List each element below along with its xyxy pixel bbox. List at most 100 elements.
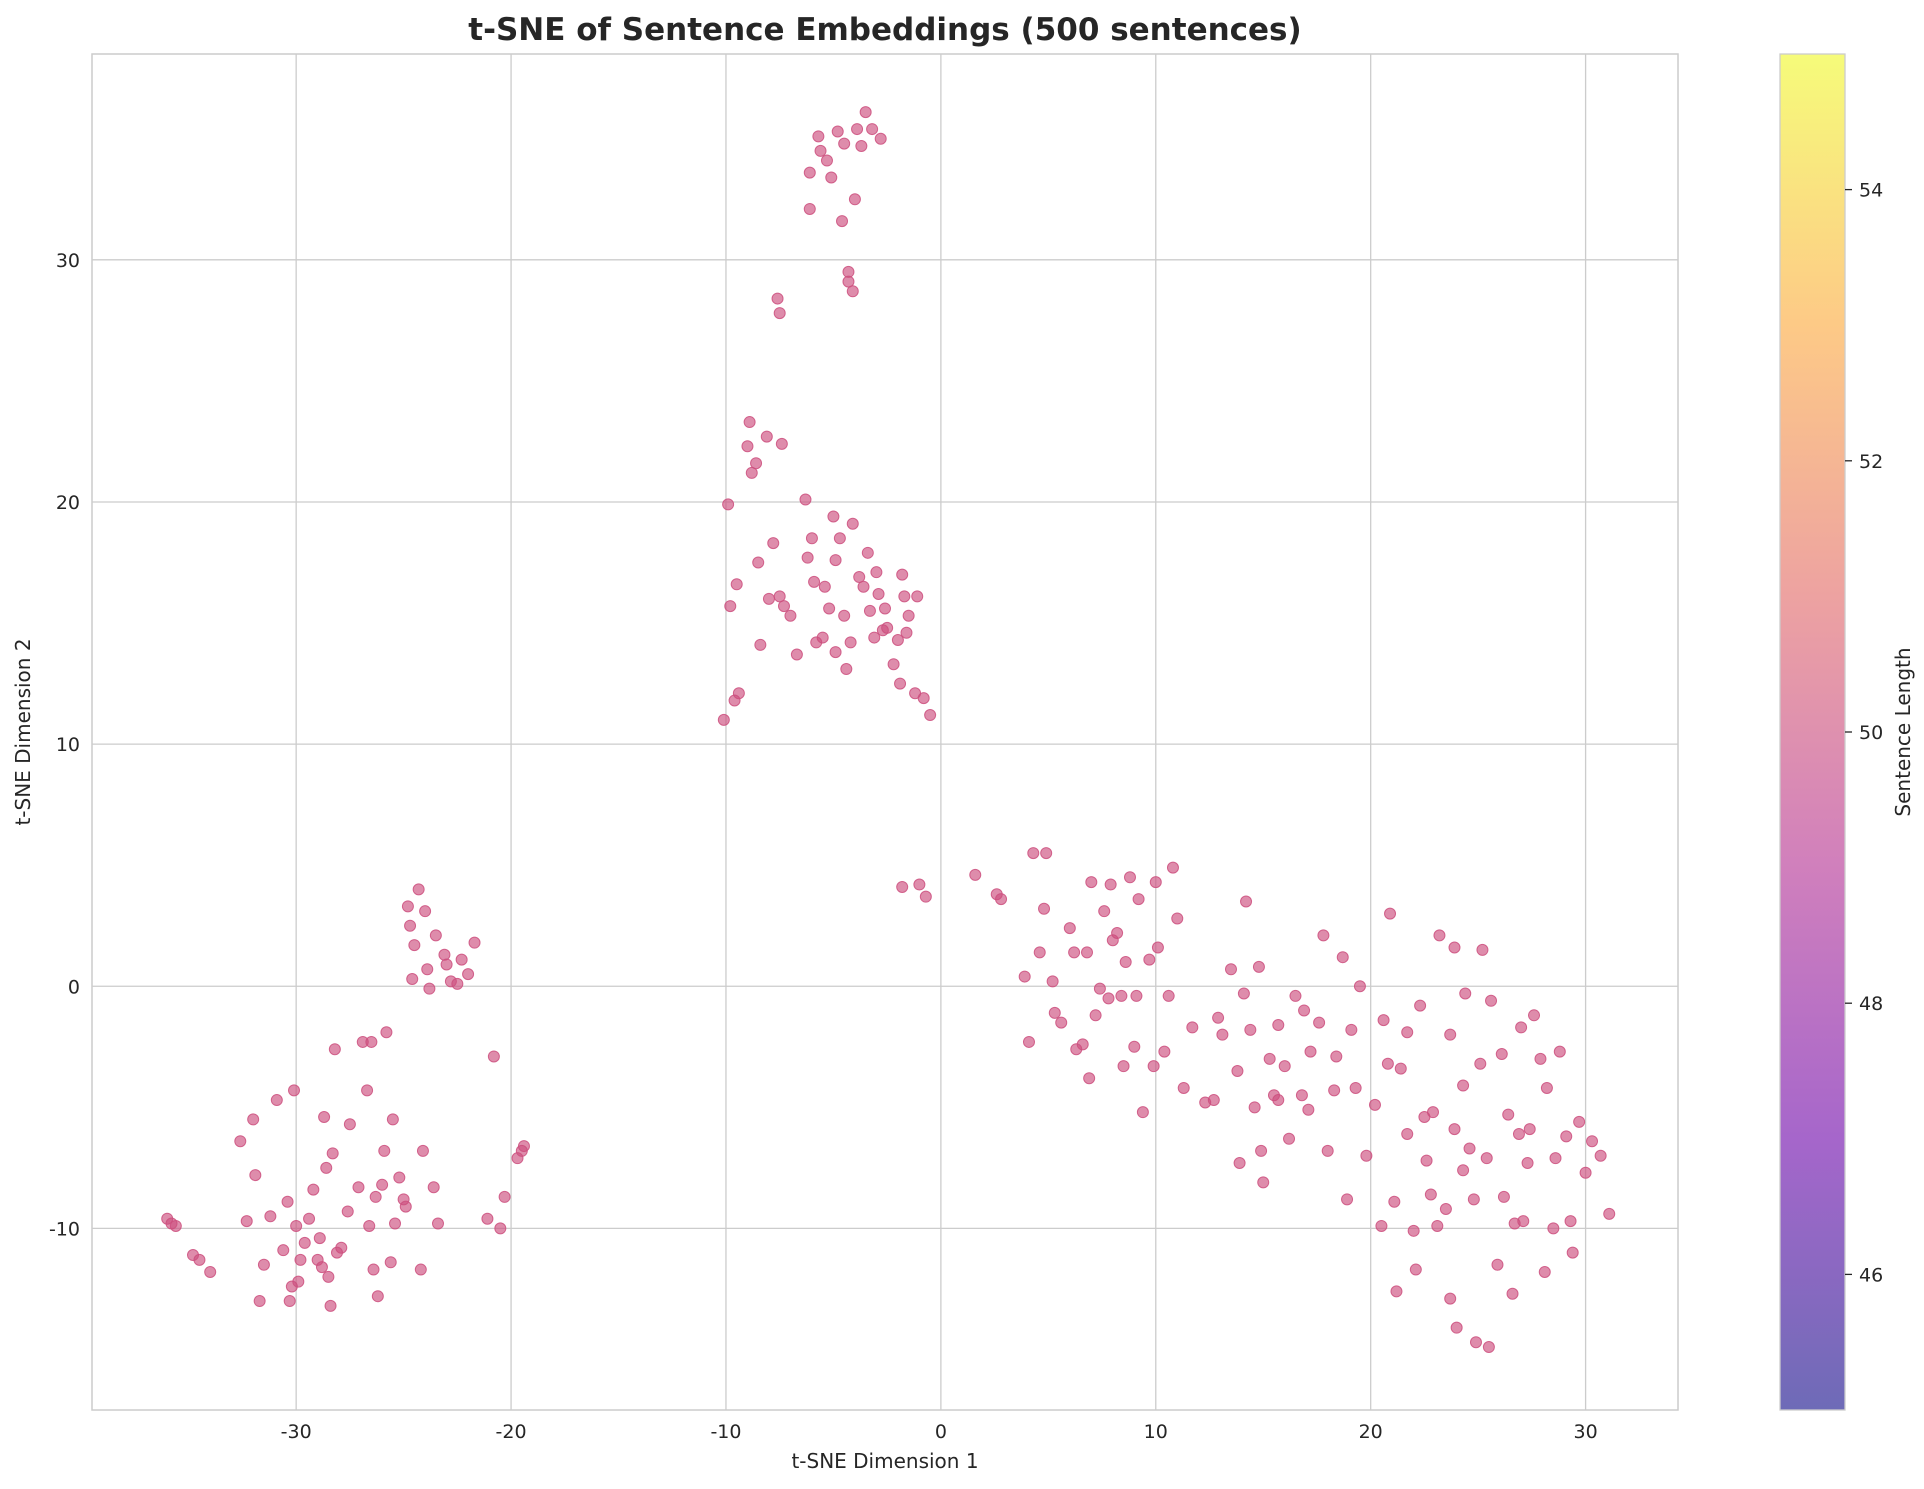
data-point xyxy=(389,1217,402,1230)
data-point xyxy=(451,977,464,990)
data-point xyxy=(1027,847,1040,860)
data-point xyxy=(902,609,915,622)
colorbar-gradient xyxy=(1780,54,1845,1410)
grid xyxy=(92,54,1678,1410)
data-point xyxy=(1257,1176,1270,1189)
data-point xyxy=(517,1140,530,1153)
data-point xyxy=(1040,847,1053,860)
data-point xyxy=(814,144,827,157)
data-point xyxy=(1444,1028,1457,1041)
data-point xyxy=(1147,1060,1160,1073)
data-point xyxy=(1302,1103,1315,1116)
data-point xyxy=(859,106,872,119)
data-point xyxy=(264,1210,277,1223)
data-point xyxy=(352,1181,365,1194)
data-point xyxy=(784,609,797,622)
data-point xyxy=(292,1275,305,1288)
data-point xyxy=(1566,1246,1579,1259)
data-point xyxy=(833,532,846,545)
data-point xyxy=(823,602,836,615)
data-point xyxy=(917,692,930,705)
data-point xyxy=(831,125,844,138)
data-point xyxy=(754,638,767,651)
data-point xyxy=(322,1270,335,1283)
data-point xyxy=(870,566,883,579)
x-tick-label: 30 xyxy=(1573,1421,1597,1443)
data-point xyxy=(969,868,982,881)
data-point xyxy=(896,568,909,581)
data-point xyxy=(1048,1006,1061,1019)
data-point xyxy=(1409,1263,1422,1276)
data-point xyxy=(1149,876,1162,889)
data-point xyxy=(911,590,924,603)
data-point xyxy=(801,551,814,564)
data-point xyxy=(851,123,864,136)
data-point xyxy=(247,1113,260,1126)
data-point xyxy=(193,1253,206,1266)
data-point xyxy=(1491,1258,1504,1271)
data-point xyxy=(1093,982,1106,995)
data-point xyxy=(455,953,468,966)
data-point xyxy=(1560,1130,1573,1143)
data-point xyxy=(1431,1219,1444,1232)
data-point xyxy=(481,1212,494,1225)
data-point xyxy=(1390,1285,1403,1298)
data-point xyxy=(777,600,790,613)
data-point xyxy=(838,137,851,150)
data-point xyxy=(724,600,737,613)
data-point xyxy=(1384,907,1397,920)
data-point xyxy=(1594,1149,1607,1162)
data-point xyxy=(371,1290,384,1303)
data-point xyxy=(1528,1009,1541,1022)
data-point xyxy=(825,171,838,184)
data-point xyxy=(1321,1144,1334,1157)
data-point xyxy=(1089,1009,1102,1022)
data-point xyxy=(376,1178,389,1191)
data-point xyxy=(730,578,743,591)
data-point xyxy=(836,215,849,228)
data-point xyxy=(369,1190,382,1203)
data-point xyxy=(257,1258,270,1271)
data-point xyxy=(1469,1336,1482,1349)
data-point xyxy=(838,609,851,622)
data-point xyxy=(253,1295,266,1308)
data-point xyxy=(404,919,417,932)
data-point xyxy=(1368,1098,1381,1111)
data-point xyxy=(1231,1065,1244,1077)
data-point xyxy=(419,905,432,918)
data-point xyxy=(318,1111,331,1124)
data-point xyxy=(281,1195,294,1208)
data-point xyxy=(1553,1045,1566,1058)
data-point xyxy=(762,592,775,605)
data-point xyxy=(1132,893,1145,906)
data-point xyxy=(868,631,881,644)
data-point xyxy=(423,982,436,995)
data-point xyxy=(799,493,812,506)
data-point xyxy=(722,498,735,511)
data-point xyxy=(1098,905,1111,918)
data-point xyxy=(790,648,803,661)
data-point xyxy=(1317,929,1330,942)
data-point xyxy=(303,1212,316,1225)
colorbar-label: Sentence Length xyxy=(1891,647,1915,816)
data-point xyxy=(414,1263,427,1276)
data-point xyxy=(1330,1050,1343,1063)
data-point xyxy=(775,437,788,450)
data-point xyxy=(857,580,870,593)
data-point xyxy=(249,1169,262,1182)
chart-title: t-SNE of Sentence Embeddings (500 senten… xyxy=(468,12,1301,48)
data-point xyxy=(429,929,442,942)
data-point xyxy=(1123,871,1136,884)
data-point xyxy=(894,677,907,690)
data-point xyxy=(298,1236,311,1249)
data-point xyxy=(896,880,909,893)
data-point xyxy=(1418,1111,1431,1124)
data-point xyxy=(412,883,425,896)
data-point xyxy=(294,1253,307,1266)
data-point xyxy=(270,1094,283,1107)
data-point xyxy=(1341,1193,1354,1206)
data-point xyxy=(1573,1115,1586,1128)
y-tick-label: 30 xyxy=(56,250,80,272)
data-point xyxy=(1439,1203,1452,1216)
